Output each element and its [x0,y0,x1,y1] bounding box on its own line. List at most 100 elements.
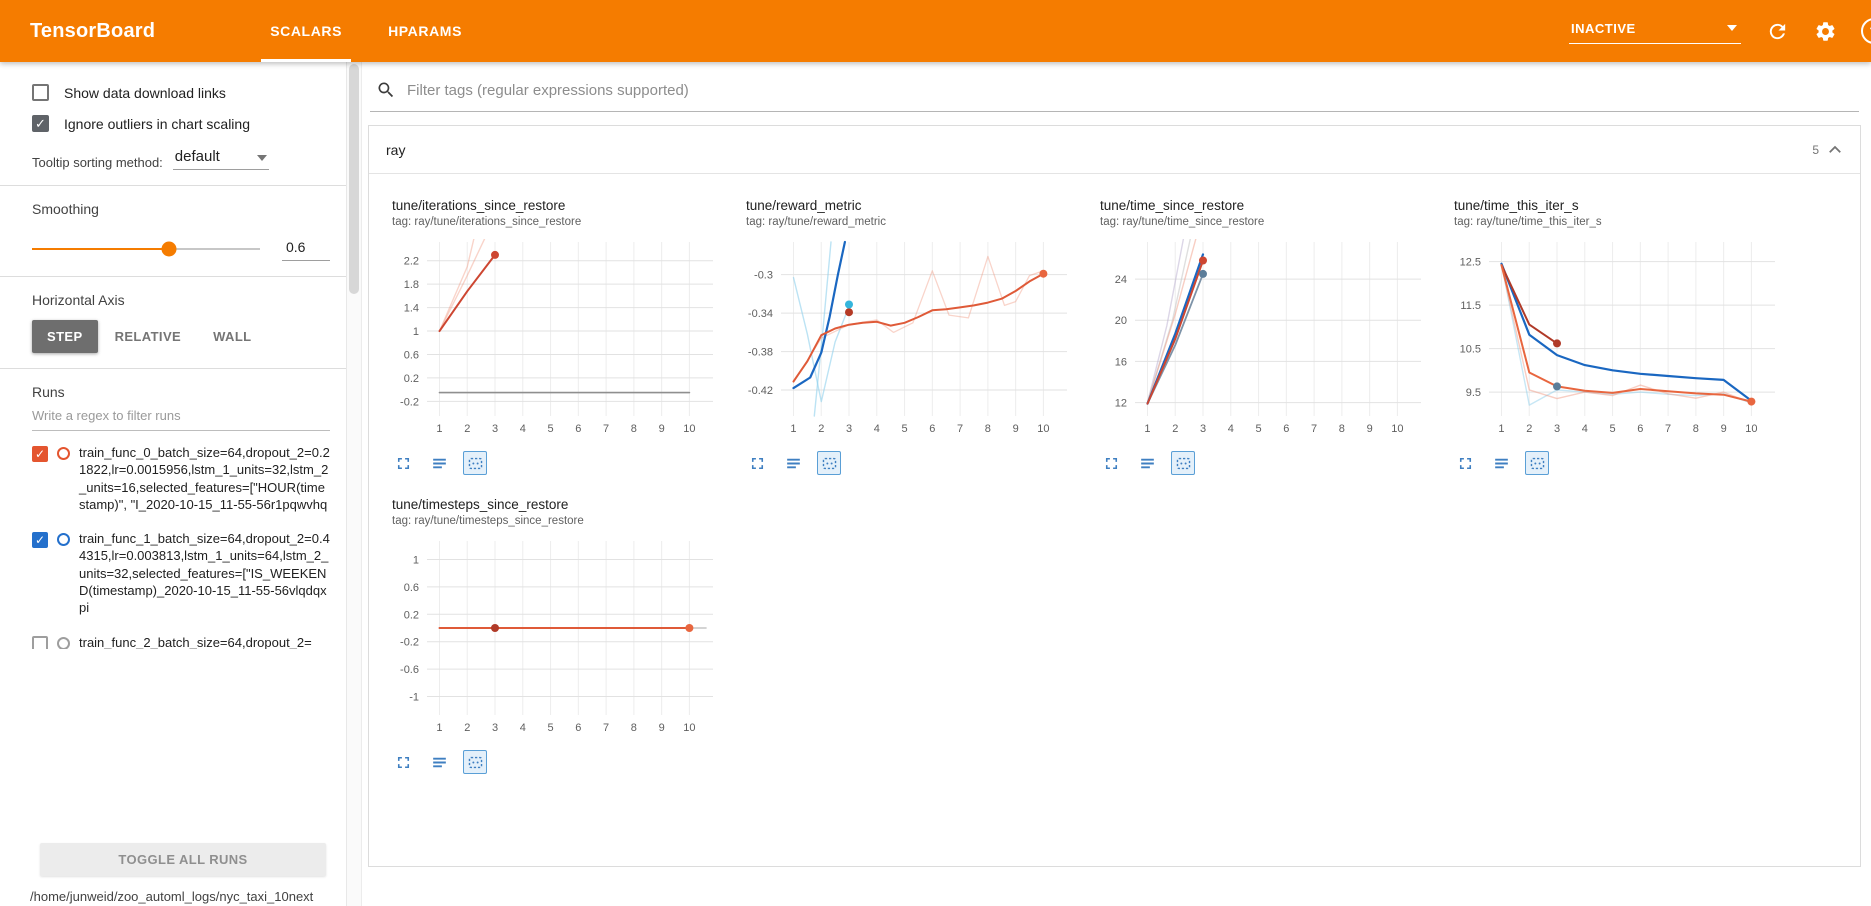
horizontal-axis-label: Horizontal Axis [32,292,125,308]
checkbox-unchecked-icon[interactable] [32,84,49,101]
line-chart[interactable]: 1 2 3 4 5 6 7 8 9 10 -0.42 -0.38 -0.34 -0.3 [733,234,1073,440]
view-data-icon[interactable] [781,451,805,475]
chevron-up-icon[interactable] [1826,141,1844,159]
svg-text:10: 10 [1745,423,1757,435]
expand-chart-icon[interactable] [745,451,769,475]
line-chart[interactable]: 1 2 3 4 5 6 7 8 9 10 -1 -0.6 -0.2 0.2 0.6 1 [379,533,719,739]
smoothing-slider-fill [32,248,169,250]
sidebar-divider [0,368,346,369]
run-checkbox[interactable] [32,635,48,649]
run-radio[interactable] [57,533,70,547]
tab-scalars[interactable]: SCALARS [247,0,365,62]
toggle-all-runs-button[interactable]: TOGGLE ALL RUNS [40,842,326,876]
reload-icon[interactable] [1765,19,1789,43]
axis-step-button[interactable]: STEP [32,320,98,353]
sidebar: Show data download links ✓ Ignore outlie… [0,62,346,906]
view-data-icon[interactable] [1135,451,1159,475]
runs-list: ✓ train_func_0_batch_size=64,dropout_2=0.… [32,435,330,649]
view-data-icon[interactable] [427,750,451,774]
status-dropdown[interactable]: INACTIVE [1569,19,1741,44]
chart-actions [745,451,1075,475]
svg-text:8: 8 [631,423,637,435]
run-label: train_func_0_batch_size=64,dropout_2=0.2… [79,445,330,512]
expand-chart-icon[interactable] [1453,451,1477,475]
svg-text:3: 3 [492,423,498,435]
svg-text:-0.3: -0.3 [754,270,773,282]
settings-gear-icon[interactable] [1813,19,1837,43]
sidebar-divider [0,276,346,277]
svg-text:6: 6 [1283,423,1289,435]
fit-domain-icon[interactable] [1525,451,1549,475]
ignore-outliers-checkbox-row[interactable]: ✓ Ignore outliers in chart scaling [32,115,330,132]
category-header[interactable]: ray 5 [369,126,1860,174]
svg-text:1: 1 [1144,423,1150,435]
smoothing-value-input[interactable]: 0.6 [282,237,330,261]
run-item[interactable]: ✓ train_func_0_batch_size=64,dropout_2=0.… [32,435,330,521]
tab-hparams[interactable]: HPARAMS [365,0,485,62]
status-label: INACTIVE [1571,20,1636,36]
run-item[interactable]: train_func_2_batch_size=64,dropout_2= [32,625,330,649]
dropdown-caret-icon [256,148,267,165]
chart-card: tune/iterations_since_restore tag: ray/tu… [379,186,721,479]
svg-text:4: 4 [1228,423,1234,435]
tooltip-sorting-dropdown[interactable]: default [172,148,269,170]
fit-domain-icon[interactable] [1171,451,1195,475]
svg-text:7: 7 [1311,423,1317,435]
fit-domain-icon[interactable] [817,451,841,475]
svg-text:7: 7 [957,423,963,435]
show-download-links-checkbox-row[interactable]: Show data download links [32,84,330,101]
svg-text:-0.2: -0.2 [400,396,419,408]
category-title: ray [386,142,406,158]
svg-text:11.5: 11.5 [1460,300,1481,312]
axis-wall-button[interactable]: WALL [213,329,252,344]
fit-domain-icon[interactable] [463,451,487,475]
expand-chart-icon[interactable] [391,451,415,475]
svg-text:0.2: 0.2 [404,609,419,621]
sidebar-divider [0,185,346,186]
run-checkbox[interactable]: ✓ [32,532,48,549]
chart-title: tune/iterations_since_restore [392,198,566,213]
run-checkbox[interactable]: ✓ [32,446,48,462]
view-data-icon[interactable] [427,451,451,475]
fit-domain-icon[interactable] [463,750,487,774]
svg-text:-0.42: -0.42 [748,385,773,397]
run-radio[interactable] [57,447,70,460]
svg-text:10: 10 [1391,423,1403,435]
chart-card: tune/time_since_restore tag: ray/tune/tim… [1087,186,1429,479]
svg-text:3: 3 [1554,423,1560,435]
sidebar-scrollbar[interactable] [346,62,362,906]
svg-text:-1: -1 [409,692,419,704]
smoothing-slider[interactable] [32,241,260,257]
svg-text:5: 5 [548,722,554,734]
chart-card: tune/timesteps_since_restore tag: ray/tun… [379,485,721,778]
scrollbar-thumb[interactable] [349,64,359,294]
svg-text:1: 1 [436,722,442,734]
tag-filter-input[interactable] [407,81,1855,99]
svg-text:0.2: 0.2 [404,373,419,385]
line-chart[interactable]: 1 2 3 4 5 6 7 8 9 10 9.5 10.5 11.5 12.5 [1441,234,1781,440]
svg-text:6: 6 [1637,423,1643,435]
run-radio[interactable] [57,636,70,649]
checkbox-checked-icon[interactable]: ✓ [32,115,49,132]
svg-text:7: 7 [603,423,609,435]
axis-relative-button[interactable]: RELATIVE [114,329,182,344]
view-data-icon[interactable] [1489,451,1513,475]
svg-text:1: 1 [790,423,796,435]
chart-title: tune/time_since_restore [1100,198,1245,213]
run-item[interactable]: ✓ train_func_1_batch_size=64,dropout_2=0.… [32,521,330,624]
line-chart[interactable]: 1 2 3 4 5 6 7 8 9 10 -0.2 0.2 0.6 1 1.4 1.8 2.2 [379,234,719,440]
expand-chart-icon[interactable] [1099,451,1123,475]
chart-actions [1453,451,1783,475]
app-title: TensorBoard [30,19,156,42]
run-label: train_func_2_batch_size=64,dropout_2= [79,634,312,649]
runs-filter-input[interactable] [32,400,330,431]
help-icon[interactable]: ? [1861,18,1871,44]
smoothing-slider-thumb[interactable] [161,241,177,257]
svg-text:9: 9 [659,722,665,734]
svg-text:3: 3 [492,722,498,734]
expand-chart-icon[interactable] [391,750,415,774]
svg-text:10.5: 10.5 [1460,344,1481,356]
svg-text:4: 4 [874,423,880,435]
